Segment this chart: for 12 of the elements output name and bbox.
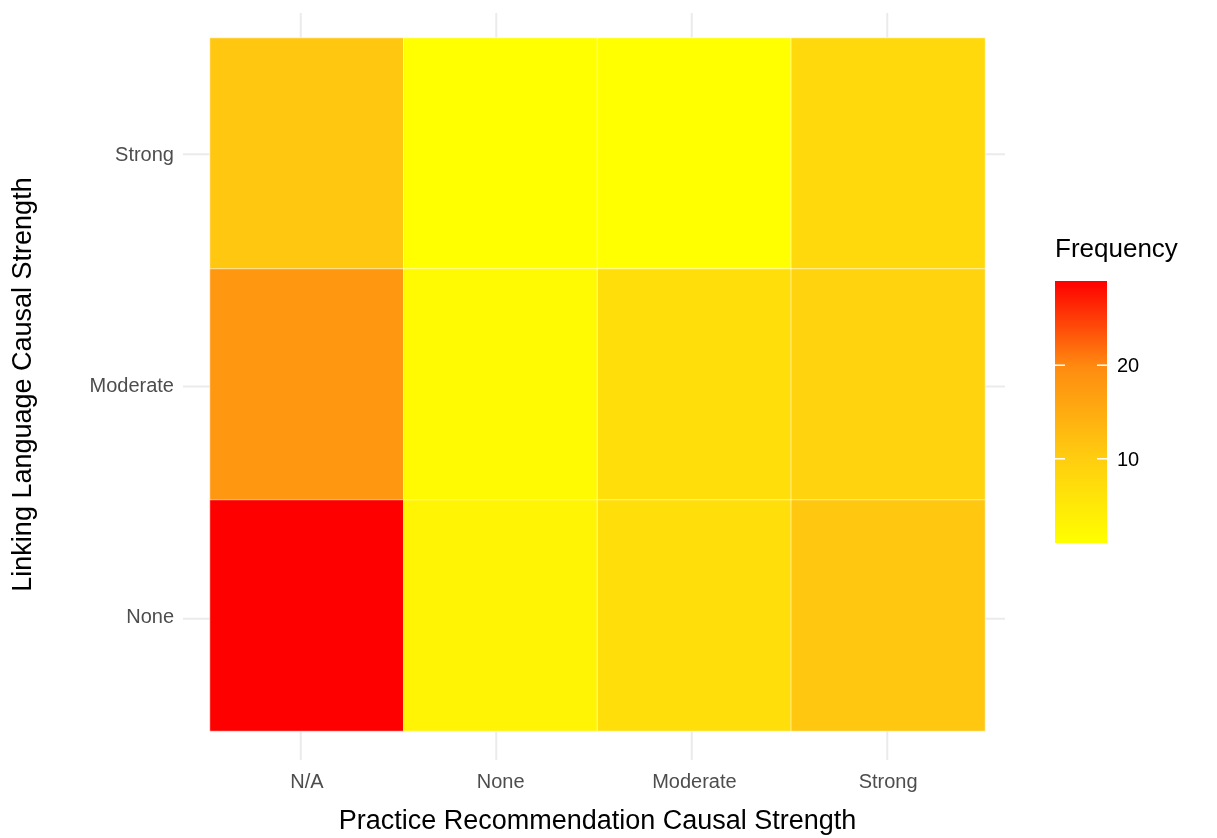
color-bar-title: Frequency [1055, 233, 1178, 263]
x-tick-label: N/A [290, 770, 325, 792]
y-tick-label: None [126, 604, 174, 627]
y-tick-label: Strong [115, 142, 174, 165]
x-tick-label: None [476, 770, 525, 792]
color-bar-label: 10 [1117, 447, 1140, 470]
y-axis-title: Linking Language Causal Strength [6, 177, 37, 592]
x-tick-label: Moderate [652, 770, 737, 792]
y-tick-label: Moderate [89, 373, 174, 396]
x-tick-label: Strong [858, 770, 918, 792]
color-bar-label: 20 [1117, 354, 1140, 377]
x-axis-title: Practice Recommendation Causal Strength [338, 804, 857, 835]
